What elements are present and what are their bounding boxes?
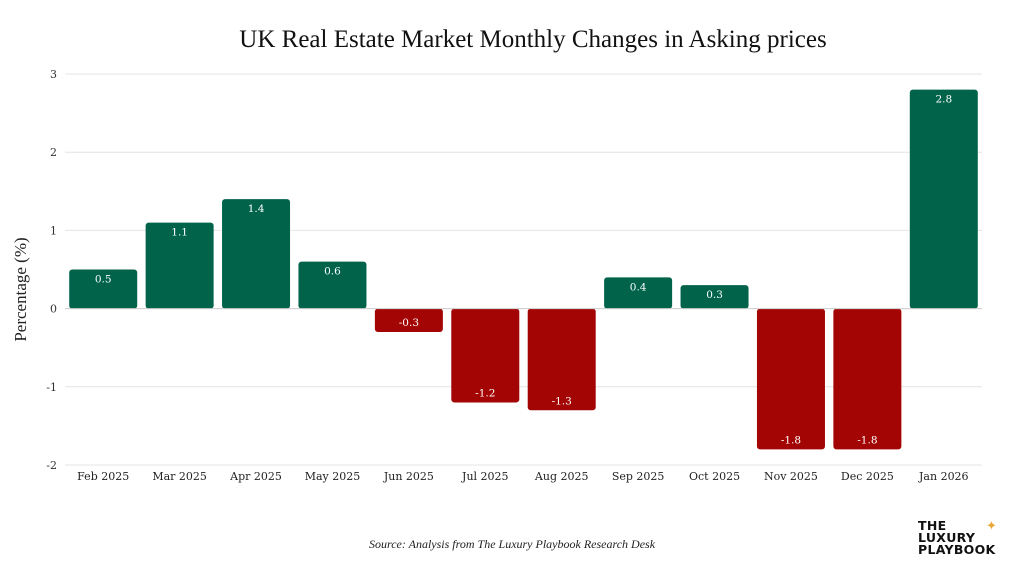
bar xyxy=(756,308,825,450)
y-tick-label: 3 xyxy=(50,68,57,81)
x-tick-label: Jun 2025 xyxy=(383,470,434,483)
x-tick-label: Apr 2025 xyxy=(229,470,282,483)
y-axis-label: Percentage (%) xyxy=(11,237,30,341)
data-label: 0.6 xyxy=(324,266,341,278)
x-tick-label: Nov 2025 xyxy=(764,470,818,483)
data-label: -1.3 xyxy=(552,395,572,407)
chart-title: UK Real Estate Market Monthly Changes in… xyxy=(239,26,827,53)
bar xyxy=(680,285,749,309)
bar xyxy=(833,308,902,450)
x-tick-label: Oct 2025 xyxy=(689,470,740,483)
y-tick-label: 1 xyxy=(50,224,57,237)
data-label: -0.3 xyxy=(399,317,419,329)
logo-line: PLAYBOOK xyxy=(918,542,996,557)
x-tick-label: Jul 2025 xyxy=(461,470,509,483)
data-label: 0.4 xyxy=(630,281,647,293)
bar xyxy=(604,277,673,309)
bar xyxy=(222,199,291,309)
data-label: 2.8 xyxy=(935,94,952,106)
bar xyxy=(145,222,214,309)
data-label: -1.8 xyxy=(781,434,801,446)
x-tick-label: May 2025 xyxy=(305,470,361,483)
logo-line: LUXURY xyxy=(918,530,976,545)
x-tick-label: Dec 2025 xyxy=(841,470,894,483)
bar xyxy=(298,261,367,309)
source-note: Source: Analysis from The Luxury Playboo… xyxy=(368,537,656,551)
y-tick-label: -2 xyxy=(46,459,57,472)
data-label: -1.8 xyxy=(857,434,877,446)
y-tick-label: -1 xyxy=(46,381,57,394)
data-label: 0.3 xyxy=(706,289,723,301)
x-tick-label: Aug 2025 xyxy=(534,470,589,483)
brand-logo: THE LUXURY PLAYBOOK xyxy=(918,518,996,557)
x-tick-label: Sep 2025 xyxy=(612,470,665,483)
bar xyxy=(451,308,520,403)
x-tick-label: Mar 2025 xyxy=(152,470,207,483)
data-label: 1.1 xyxy=(171,227,188,239)
x-tick-label: Jan 2026 xyxy=(918,470,969,483)
x-tick-label: Feb 2025 xyxy=(77,470,129,483)
bar xyxy=(374,308,443,333)
bar xyxy=(909,89,978,309)
data-label: 0.5 xyxy=(95,274,112,286)
data-label: 1.4 xyxy=(248,203,265,215)
data-label: -1.2 xyxy=(475,387,495,399)
y-tick-label: 2 xyxy=(50,146,57,159)
y-tick-label: 0 xyxy=(50,303,57,316)
bar xyxy=(527,308,596,411)
bar xyxy=(69,269,138,309)
sparkle-icon: ✦ xyxy=(986,519,997,534)
logo-line: THE xyxy=(918,518,947,533)
